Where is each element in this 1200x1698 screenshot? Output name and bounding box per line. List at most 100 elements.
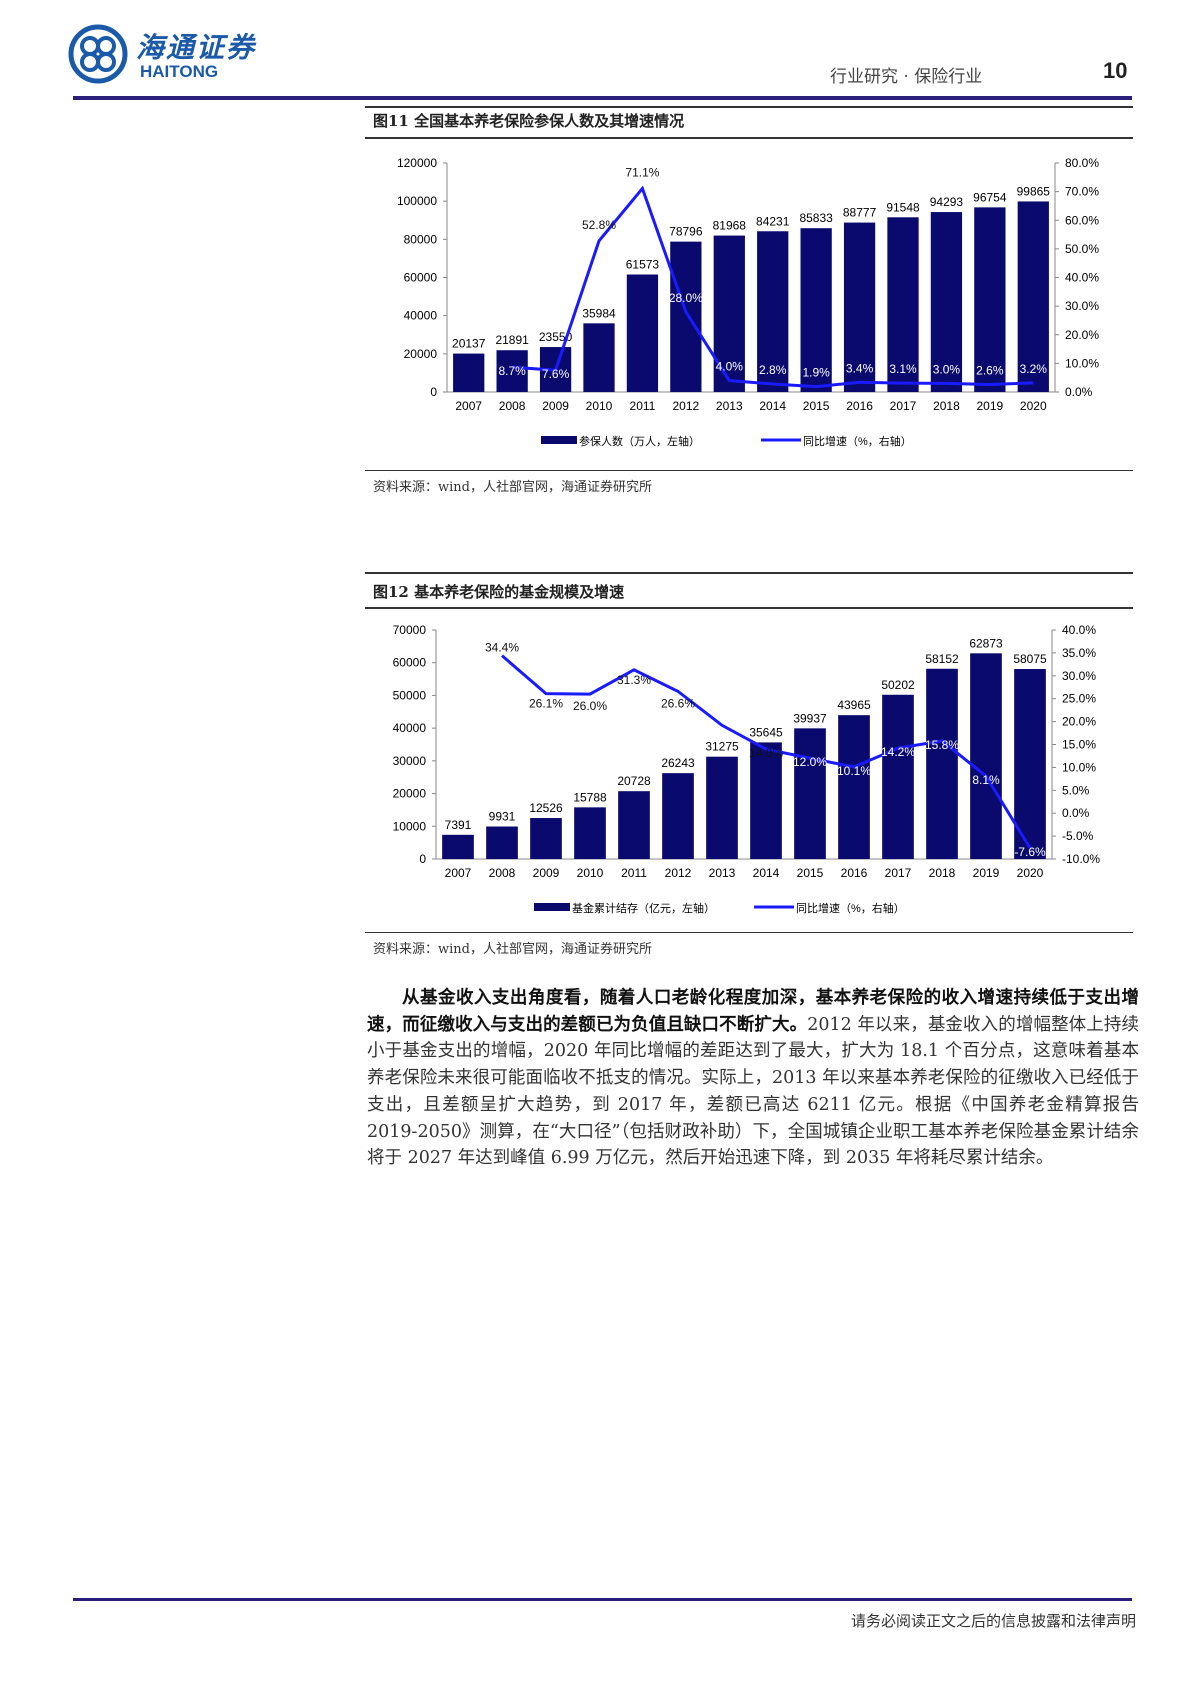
- x-tick-label: 2009: [542, 399, 569, 413]
- source-rule: [365, 932, 1133, 933]
- body-paragraph: 从基金收入支出角度看，随着人口老龄化程度加深，基本养老保险的收入增速持续低于支出…: [367, 985, 1139, 1172]
- logo-chinese-text: 海通证券: [136, 31, 257, 64]
- bar-value-label: 31275: [705, 740, 739, 754]
- bar-value-label: 84231: [756, 214, 790, 228]
- right-tick-label: 80.0%: [1065, 156, 1099, 170]
- figure-11-source: 资料来源：wind，人社部官网，海通证券研究所: [373, 480, 652, 495]
- bar: [618, 791, 650, 859]
- x-tick-label: 2018: [933, 399, 960, 413]
- growth-value-label: 8.1%: [972, 773, 1000, 787]
- x-tick-label: 2011: [621, 866, 647, 880]
- right-tick-label: 50.0%: [1065, 242, 1099, 256]
- legend-bar-swatch: [534, 903, 570, 911]
- bar-value-label: 35645: [749, 725, 783, 739]
- left-tick-label: 60000: [393, 656, 427, 670]
- x-tick-label: 2011: [630, 399, 656, 413]
- bar-value-label: 88777: [843, 206, 877, 220]
- right-tick-label: 10.0%: [1062, 760, 1096, 774]
- bar: [926, 668, 958, 859]
- x-tick-label: 2017: [890, 399, 917, 413]
- bar: [838, 715, 870, 859]
- bar: [970, 653, 1002, 859]
- x-tick-label: 2020: [1020, 399, 1047, 413]
- bar: [442, 834, 474, 859]
- legend-line-label: 同比增速（%，右轴）: [796, 901, 905, 915]
- right-tick-label: 10.0%: [1065, 356, 1099, 370]
- x-tick-label: 2010: [586, 399, 613, 413]
- growth-value-label: 26.6%: [661, 696, 695, 710]
- legend-bar-label: 参保人数（万人，左轴）: [579, 434, 700, 448]
- bar: [496, 350, 528, 392]
- figure-title-rule: [365, 137, 1133, 139]
- left-tick-label: 30000: [393, 754, 427, 768]
- growth-value-label: 3.2%: [1020, 362, 1048, 376]
- bar: [882, 694, 914, 859]
- bar: [757, 231, 789, 392]
- bar: [1017, 201, 1049, 392]
- right-tick-label: 40.0%: [1062, 623, 1096, 637]
- right-tick-label: 30.0%: [1062, 669, 1096, 683]
- x-tick-label: 2019: [973, 866, 1000, 880]
- bar: [453, 353, 485, 392]
- bar-value-label: 62873: [969, 636, 1003, 650]
- x-tick-label: 2020: [1017, 866, 1044, 880]
- left-tick-label: 80000: [404, 232, 438, 246]
- x-tick-label: 2016: [846, 399, 873, 413]
- figure-11-title: 图11 全国基本养老保险参保人数及其增速情况: [373, 112, 685, 130]
- left-tick-label: 0: [419, 852, 426, 866]
- left-tick-label: 120000: [397, 156, 437, 170]
- x-tick-label: 2009: [533, 866, 560, 880]
- x-tick-label: 2018: [929, 866, 956, 880]
- left-tick-label: 0: [430, 385, 437, 399]
- bar: [887, 217, 919, 392]
- x-tick-label: 2010: [577, 866, 604, 880]
- x-tick-label: 2019: [977, 399, 1004, 413]
- right-tick-label: 40.0%: [1065, 271, 1099, 285]
- bar-value-label: 58152: [925, 652, 959, 666]
- growth-value-label: 2.6%: [976, 364, 1004, 378]
- growth-value-label: 1.9%: [802, 366, 830, 380]
- x-tick-label: 2013: [709, 866, 736, 880]
- left-tick-label: 70000: [393, 623, 427, 637]
- bar-value-label: 99865: [1017, 184, 1051, 198]
- bar-value-label: 39937: [793, 711, 827, 725]
- right-tick-label: -5.0%: [1062, 829, 1094, 843]
- growth-value-label: 8.7%: [498, 364, 526, 378]
- growth-value-label: 31.3%: [617, 673, 651, 687]
- bar: [843, 222, 876, 392]
- growth-value-label: 15.8%: [925, 738, 959, 752]
- bar-value-label: 81968: [713, 219, 747, 233]
- bar-value-label: 12526: [529, 801, 563, 815]
- bar-value-label: 7391: [445, 818, 472, 832]
- x-tick-label: 2014: [753, 866, 780, 880]
- bar-value-label: 94293: [930, 195, 964, 209]
- figure-top-rule: [365, 572, 1133, 574]
- growth-value-label: 4.0%: [716, 360, 744, 374]
- haitong-emblem-icon: [68, 24, 128, 84]
- bar: [486, 826, 518, 859]
- growth-value-label: 7.6%: [542, 367, 570, 381]
- bar: [750, 742, 782, 859]
- right-tick-label: 20.0%: [1062, 715, 1096, 729]
- bar-value-label: 9931: [489, 810, 516, 824]
- footer-divider: [73, 1598, 1132, 1601]
- x-tick-label: 2015: [803, 399, 830, 413]
- growth-value-label: 26.0%: [573, 699, 607, 713]
- x-tick-label: 2015: [797, 866, 824, 880]
- growth-line: [501, 654, 1032, 849]
- right-tick-label: 5.0%: [1062, 783, 1090, 797]
- bar: [530, 818, 562, 859]
- right-tick-label: 70.0%: [1065, 185, 1099, 199]
- right-tick-label: 0.0%: [1062, 806, 1090, 820]
- x-tick-label: 2007: [455, 399, 482, 413]
- growth-value-label: 3.4%: [846, 361, 874, 375]
- haitong-logo: 海通证券 HAITONG: [68, 24, 268, 88]
- right-tick-label: 15.0%: [1062, 738, 1096, 752]
- figure-12-source: 资料来源：wind，人社部官网，海通证券研究所: [373, 942, 652, 957]
- left-tick-label: 40000: [393, 721, 427, 735]
- bar-value-label: 58075: [1013, 652, 1047, 666]
- growth-line: [512, 185, 1034, 389]
- bar-value-label: 20728: [617, 774, 651, 788]
- left-tick-label: 20000: [404, 347, 438, 361]
- bar-value-label: 61573: [626, 257, 660, 271]
